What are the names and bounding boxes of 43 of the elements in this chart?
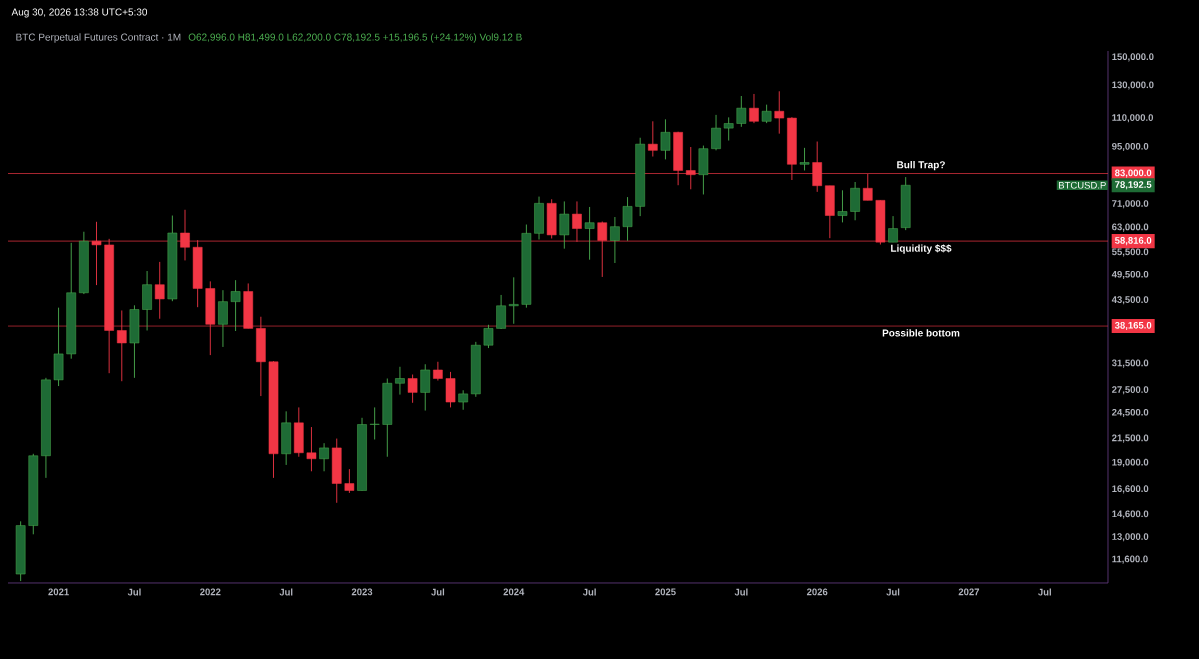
y-tick-label: 130,000.0 bbox=[1112, 81, 1154, 90]
x-tick-label: 2026 bbox=[806, 588, 828, 596]
y-tick-label: 38,165.0 bbox=[1114, 321, 1152, 331]
y-tick-label: 55,500.0 bbox=[1111, 248, 1149, 257]
ref-line-label: Possible bottom bbox=[882, 329, 960, 337]
y-tick-label: 58,816.0 bbox=[1114, 237, 1152, 246]
y-tick-label: 11,600.0 bbox=[1112, 555, 1148, 564]
y-tick-label: 63,000.0 bbox=[1112, 223, 1149, 232]
x-tick-label: Jul bbox=[127, 588, 141, 596]
x-tick-label: 2023 bbox=[351, 588, 373, 596]
chart-subtitle: O62,996.0 H81,499.0 L62,200.0 C78,192.5 +15,196.5 (+24.12%) Vol9.12 B bbox=[188, 33, 522, 43]
ref-line-label: Bull Trap? bbox=[897, 161, 945, 171]
y-tick-label: 71,000.0 bbox=[1112, 200, 1149, 209]
y-tick-label: 78,192.5 bbox=[1115, 181, 1152, 190]
y-tick-label: 83,000.0 bbox=[1114, 169, 1152, 178]
y-tick-label: 19,000.0 bbox=[1112, 458, 1149, 467]
y-tick-label: 24,500.0 bbox=[1112, 408, 1149, 417]
x-tick-label: Jul bbox=[886, 588, 900, 596]
x-tick-label: 2021 bbox=[48, 588, 69, 596]
text: Aug 30, 2026 13:38 UTC+5:30 bbox=[11, 8, 148, 18]
x-tick-label: Jul bbox=[582, 588, 596, 596]
y-tick-label: 49,500.0 bbox=[1111, 270, 1149, 279]
y-tick-label: 150,000.0 bbox=[1112, 53, 1154, 62]
y-tick-label: 21,500.0 bbox=[1112, 434, 1149, 443]
y-tick-label: 13,000.0 bbox=[1112, 533, 1149, 542]
annotation: BTCUSD.P bbox=[1059, 181, 1106, 189]
y-tick-label: 43,500.0 bbox=[1111, 296, 1149, 305]
y-tick-label: 16,600.0 bbox=[1112, 485, 1149, 494]
x-tick-label: 2027 bbox=[958, 588, 980, 596]
x-tick-label: Jul bbox=[1038, 588, 1051, 596]
ref-line-label: Liquidity $$$ bbox=[891, 244, 952, 254]
y-tick-label: 14,600.0 bbox=[1112, 510, 1149, 519]
chart-title: BTC Perpetual Futures Contract · 1M bbox=[16, 33, 181, 43]
x-tick-label: Jul bbox=[279, 588, 293, 596]
y-tick-label: 27,500.0 bbox=[1112, 386, 1149, 395]
x-tick-label: 2024 bbox=[503, 588, 525, 596]
x-tick-label: 2025 bbox=[655, 588, 676, 596]
y-tick-label: 110,000.0 bbox=[1112, 114, 1154, 123]
y-tick-label: 95,000.0 bbox=[1112, 142, 1149, 152]
x-tick-label: Jul bbox=[431, 588, 445, 596]
x-tick-label: Jul bbox=[734, 588, 748, 596]
x-tick-label: 2022 bbox=[200, 588, 221, 596]
y-tick-label: 31,500.0 bbox=[1111, 359, 1149, 368]
